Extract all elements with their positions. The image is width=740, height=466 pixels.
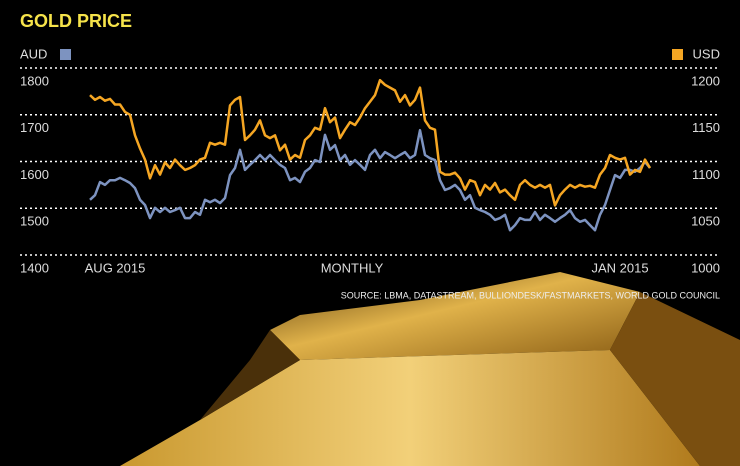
- y-tick-label: 1800: [20, 73, 49, 88]
- data-line: [89, 78, 652, 207]
- x-axis-label: AUG 2015: [85, 260, 146, 275]
- data-line: [89, 128, 651, 232]
- gold-bar-image: [120, 272, 740, 466]
- y-tick-label: 1600: [20, 167, 49, 182]
- y-tick-label: 1700: [20, 120, 49, 135]
- y-tick-label: 1500: [20, 214, 49, 229]
- y2-tick-label: 1150: [692, 120, 720, 135]
- chart-title: GOLD PRICE: [20, 11, 132, 31]
- y-tick-label: 1400: [20, 260, 49, 275]
- x-axis-label: JAN 2015: [591, 260, 648, 275]
- legend-label: AUD: [20, 46, 47, 61]
- source-note: SOURCE: LBMA, DATASTREAM, BULLIONDESK/FA…: [341, 290, 720, 300]
- x-axis-label: MONTHLY: [321, 260, 384, 275]
- legend-swatch: [60, 49, 71, 60]
- legend-swatch: [672, 49, 683, 60]
- legend-label: USD: [693, 46, 720, 61]
- y2-tick-label: 1000: [691, 260, 720, 275]
- y2-tick-label: 1050: [691, 214, 720, 229]
- y2-tick-label: 1100: [692, 167, 720, 182]
- y2-tick-label: 1200: [691, 73, 720, 88]
